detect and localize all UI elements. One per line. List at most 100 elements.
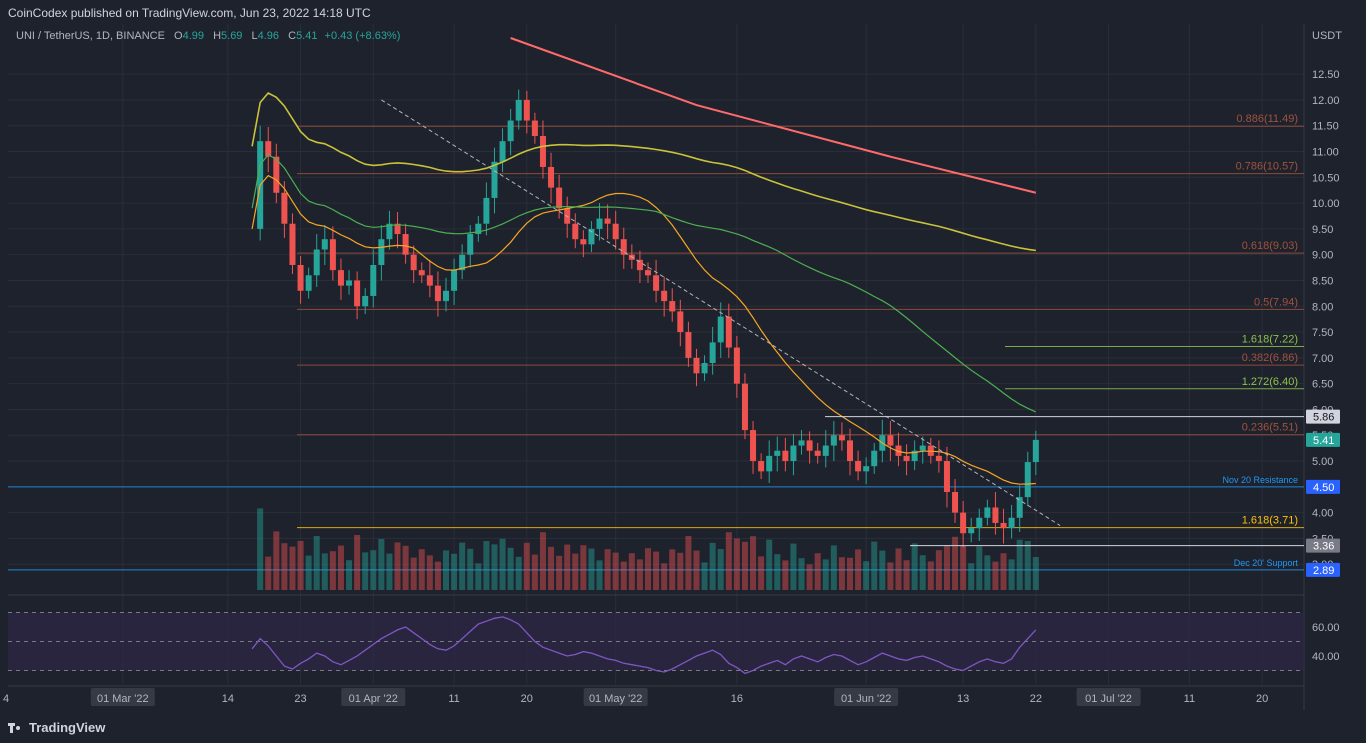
volume-bar: [661, 563, 668, 590]
publisher-line: CoinCodex published on TradingView.com, …: [8, 6, 371, 20]
volume-bar: [636, 559, 643, 590]
volume-bar: [645, 548, 651, 590]
candle-body: [960, 512, 967, 534]
volume-bar: [814, 553, 821, 590]
candle-body: [370, 264, 377, 296]
volume-bar: [968, 563, 975, 590]
candle-body: [354, 280, 361, 307]
volume-bar: [313, 536, 320, 590]
candle-body: [636, 259, 643, 271]
volume-bar: [693, 550, 700, 590]
price-tick-label: 10.00: [1312, 198, 1340, 210]
candle-body: [580, 239, 587, 245]
candle-body: [758, 461, 765, 472]
time-tick-label: 01 Jun '22: [841, 693, 891, 705]
symbol-line: UNI / TetherUS, 1D, BINANCE: [16, 30, 165, 42]
candle-body: [830, 435, 837, 446]
candle-body: [620, 239, 627, 255]
volume-bar: [1000, 553, 1007, 590]
candle-body: [297, 264, 304, 291]
candle-body: [645, 270, 651, 276]
volume-bar: [895, 548, 902, 590]
level-label: Dec 20' Support: [1234, 558, 1299, 568]
candle-body: [443, 290, 449, 302]
time-tick-bg: [834, 688, 899, 706]
change-value: +0.43 (+8.63%): [324, 30, 401, 42]
price-tick-label: 12.50: [1312, 69, 1340, 81]
symbol-legend[interactable]: UNI / TetherUS, 1D, BINANCE O4.99 H5.69 …: [16, 30, 400, 42]
volume-bar: [798, 558, 805, 590]
candle-body: [653, 275, 660, 291]
candle-body: [952, 491, 959, 513]
volume-bar: [822, 559, 829, 590]
ma-50-line: [251, 154, 1037, 413]
candle-body: [491, 161, 498, 198]
ma-20-line: [251, 174, 1036, 485]
volume-bar: [604, 549, 611, 590]
time-tick-label: 01 Mar '22: [97, 693, 149, 705]
level-label: 0.886(11.49): [1236, 113, 1298, 125]
volume-bar: [927, 561, 934, 590]
volume-bar: [491, 544, 498, 590]
volume-bar: [709, 542, 716, 590]
price-tag-label: 5.86: [1313, 412, 1334, 424]
candle-body: [265, 141, 272, 157]
candle-body: [507, 120, 514, 142]
candle-body: [386, 223, 393, 240]
price-tick-label: 11.00: [1312, 146, 1339, 158]
rsi-tick-label: 40.00: [1312, 651, 1340, 663]
trendline: [381, 99, 1061, 526]
volume-bar: [572, 553, 579, 590]
price-tick-label: 5.00: [1312, 456, 1333, 468]
candle-body: [329, 239, 336, 271]
volume-bar: [1008, 559, 1015, 590]
candle-body: [515, 99, 522, 121]
time-tick-bg: [90, 688, 155, 706]
time-tick-label: 11: [448, 693, 459, 705]
low-value: 4.96: [257, 30, 280, 42]
candle-body: [669, 301, 676, 312]
volume-bar: [451, 553, 458, 590]
price-tag-label: 4.50: [1313, 482, 1334, 494]
tradingview-logo[interactable]: TradingView: [8, 720, 105, 735]
level-label: 0.236(5.51): [1242, 422, 1298, 434]
tradingview-logo-icon: [8, 722, 24, 733]
candle-body: [426, 275, 433, 286]
candle-body: [475, 223, 482, 235]
price-tick-label: 7.00: [1312, 353, 1333, 365]
candle-body: [556, 187, 563, 209]
candle-body: [346, 280, 353, 286]
volume-bar: [669, 549, 676, 590]
candle-body: [725, 316, 732, 348]
time-tick-label: 20: [521, 693, 533, 705]
volume-bar: [717, 549, 724, 590]
time-tick-label: 22: [1030, 693, 1042, 705]
candle-body: [588, 228, 595, 245]
candle-body: [871, 450, 878, 467]
time-tick-label: 01 Jul '22: [1085, 693, 1132, 705]
volume-bar: [628, 553, 635, 590]
candle-body: [1000, 522, 1007, 529]
volume-bar: [378, 539, 385, 590]
volume-bar: [434, 561, 441, 590]
price-tick-label: 11.50: [1312, 121, 1339, 133]
candle-body: [887, 435, 894, 446]
volume-bar: [362, 552, 369, 590]
price-tag-label: 2.89: [1313, 565, 1334, 577]
candle-body: [693, 357, 700, 374]
level-label: 0.786(10.57): [1236, 161, 1298, 173]
candle-body: [596, 218, 603, 229]
volume-bar: [346, 560, 353, 590]
close-label: C: [288, 30, 297, 42]
candle-body: [273, 156, 280, 193]
volume-bar: [984, 555, 991, 590]
open-label: O: [174, 30, 183, 42]
level-label: 0.5(7.94): [1254, 296, 1298, 308]
volume-bar: [879, 550, 886, 590]
candle-body: [984, 507, 991, 518]
high-label: H: [213, 30, 222, 42]
candle-body: [362, 295, 369, 307]
open-value: 4.99: [182, 30, 204, 42]
